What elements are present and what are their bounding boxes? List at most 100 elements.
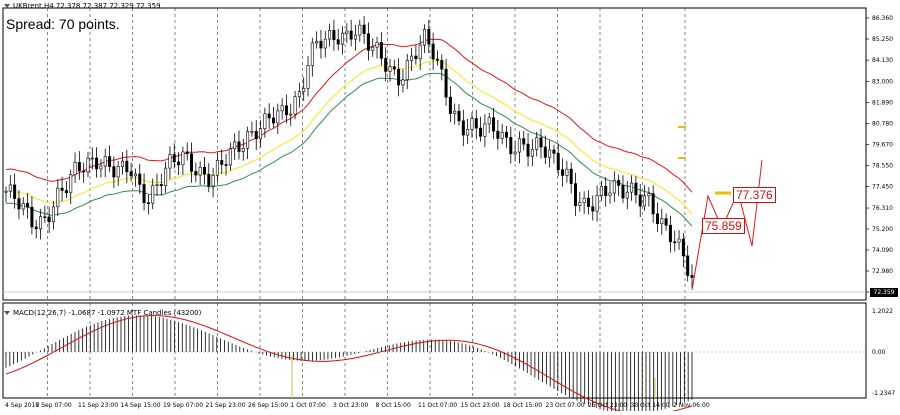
candle-body bbox=[604, 185, 608, 196]
y-tick-label: 76.310 bbox=[872, 205, 893, 212]
candle-body bbox=[233, 141, 237, 150]
spread-label: Spread: 70 points. bbox=[6, 16, 120, 32]
candle-body bbox=[349, 30, 353, 40]
candle-body bbox=[30, 206, 34, 228]
candle-body bbox=[371, 46, 375, 51]
candle-body bbox=[207, 173, 211, 187]
candle-body bbox=[392, 66, 396, 70]
candle-body bbox=[60, 187, 64, 191]
candle-body bbox=[254, 131, 258, 140]
candle-body bbox=[431, 43, 435, 60]
x-tick-label: 19 Sep 07:00 bbox=[163, 402, 203, 409]
candle-body bbox=[47, 216, 51, 223]
candle-body bbox=[414, 55, 418, 60]
symbol-line: UKBrent,H4 72.378 72.387 72.329 72.359 bbox=[13, 2, 161, 10]
candle-body bbox=[375, 42, 379, 48]
candle-body bbox=[26, 203, 30, 208]
macd-tick-label: 1.2022 bbox=[872, 308, 893, 315]
collapse-arrow-icon[interactable] bbox=[4, 4, 10, 8]
candle-body bbox=[427, 29, 431, 45]
candle-body bbox=[668, 224, 672, 243]
x-tick-label: 3 Oct 23:00 bbox=[333, 402, 368, 409]
y-tick-label: 78.550 bbox=[872, 163, 893, 170]
candle-body bbox=[323, 38, 327, 49]
candle-body bbox=[293, 96, 297, 115]
candle-body bbox=[470, 118, 474, 130]
candle-body bbox=[453, 110, 457, 114]
candle-body bbox=[142, 184, 146, 204]
x-tick-label: 23 Oct 07:00 bbox=[546, 402, 585, 409]
candle-body bbox=[504, 131, 508, 138]
candle-body bbox=[358, 24, 362, 36]
candle-body bbox=[177, 161, 181, 166]
candle-body bbox=[198, 166, 202, 176]
y-tick-label: 84.130 bbox=[872, 57, 893, 64]
x-tick-label: 14 Sep 15:00 bbox=[121, 402, 161, 409]
x-tick-label: 11 Sep 23:00 bbox=[78, 402, 118, 409]
symbol-header: UKBrent,H4 72.378 72.387 72.329 72.359 bbox=[4, 2, 161, 10]
x-tick-label: 11 Oct 07:00 bbox=[418, 402, 457, 409]
candle-body bbox=[474, 118, 478, 129]
candle-body bbox=[397, 68, 401, 86]
candle-body bbox=[17, 198, 21, 210]
candle-body bbox=[677, 238, 681, 243]
collapse-arrow-icon[interactable] bbox=[4, 311, 10, 315]
candle-body bbox=[647, 193, 651, 197]
candle-body bbox=[638, 194, 642, 207]
candle-body bbox=[306, 65, 310, 89]
candle-body bbox=[120, 160, 124, 167]
candle-body bbox=[332, 30, 336, 40]
candle-body bbox=[548, 149, 552, 158]
candle-body bbox=[492, 117, 496, 132]
y-tick-label: 74.090 bbox=[872, 247, 893, 254]
candle-body bbox=[565, 168, 569, 176]
projection-path bbox=[691, 159, 763, 291]
y-tick-label: 75.200 bbox=[872, 226, 893, 233]
x-tick-label: 18 Oct 15:00 bbox=[503, 402, 542, 409]
y-tick-label: 83.000 bbox=[872, 79, 893, 86]
candle-body bbox=[215, 160, 219, 176]
candle-body bbox=[556, 153, 560, 170]
candle-body bbox=[280, 105, 284, 112]
candle-body bbox=[34, 226, 38, 230]
candle-body bbox=[146, 202, 150, 205]
candle-body bbox=[64, 190, 68, 194]
candle-body bbox=[578, 202, 582, 206]
candle-body bbox=[681, 238, 685, 257]
candle-body bbox=[440, 59, 444, 70]
macd-title-text: MACD(12,26,7) -1.0687 -1.0972 MTF Candle… bbox=[13, 309, 202, 317]
candle-body bbox=[202, 166, 206, 175]
candle-body bbox=[99, 165, 103, 170]
candle-body bbox=[43, 216, 47, 219]
macd-panel-frame bbox=[2, 302, 867, 399]
candle-body bbox=[90, 157, 94, 160]
candle-body bbox=[69, 174, 73, 194]
x-tick-label: 26 Sep 15:00 bbox=[248, 402, 288, 409]
candle-body bbox=[353, 34, 357, 40]
candle-body bbox=[552, 149, 556, 154]
candle-body bbox=[155, 184, 159, 186]
candle-body bbox=[4, 190, 8, 193]
candle-body bbox=[509, 137, 513, 155]
candle-body bbox=[289, 113, 293, 116]
candle-body bbox=[86, 158, 90, 173]
upper-band-line bbox=[5, 38, 693, 193]
candle-body bbox=[276, 110, 280, 124]
candle-body bbox=[379, 42, 383, 59]
candle-body bbox=[479, 127, 483, 137]
main-panel-frame bbox=[2, 7, 867, 301]
candle-body bbox=[95, 157, 99, 170]
candle-body bbox=[133, 173, 137, 177]
candle-body bbox=[457, 110, 461, 122]
candle-body bbox=[125, 160, 129, 173]
candle-body bbox=[660, 218, 664, 224]
lower-band-line bbox=[5, 72, 693, 227]
candle-body bbox=[224, 164, 228, 166]
candle-body bbox=[138, 173, 142, 185]
candle-body bbox=[466, 129, 470, 136]
candle-body bbox=[651, 193, 655, 215]
candle-body bbox=[345, 30, 349, 34]
x-tick-label: 21 Sep 23:00 bbox=[206, 402, 246, 409]
